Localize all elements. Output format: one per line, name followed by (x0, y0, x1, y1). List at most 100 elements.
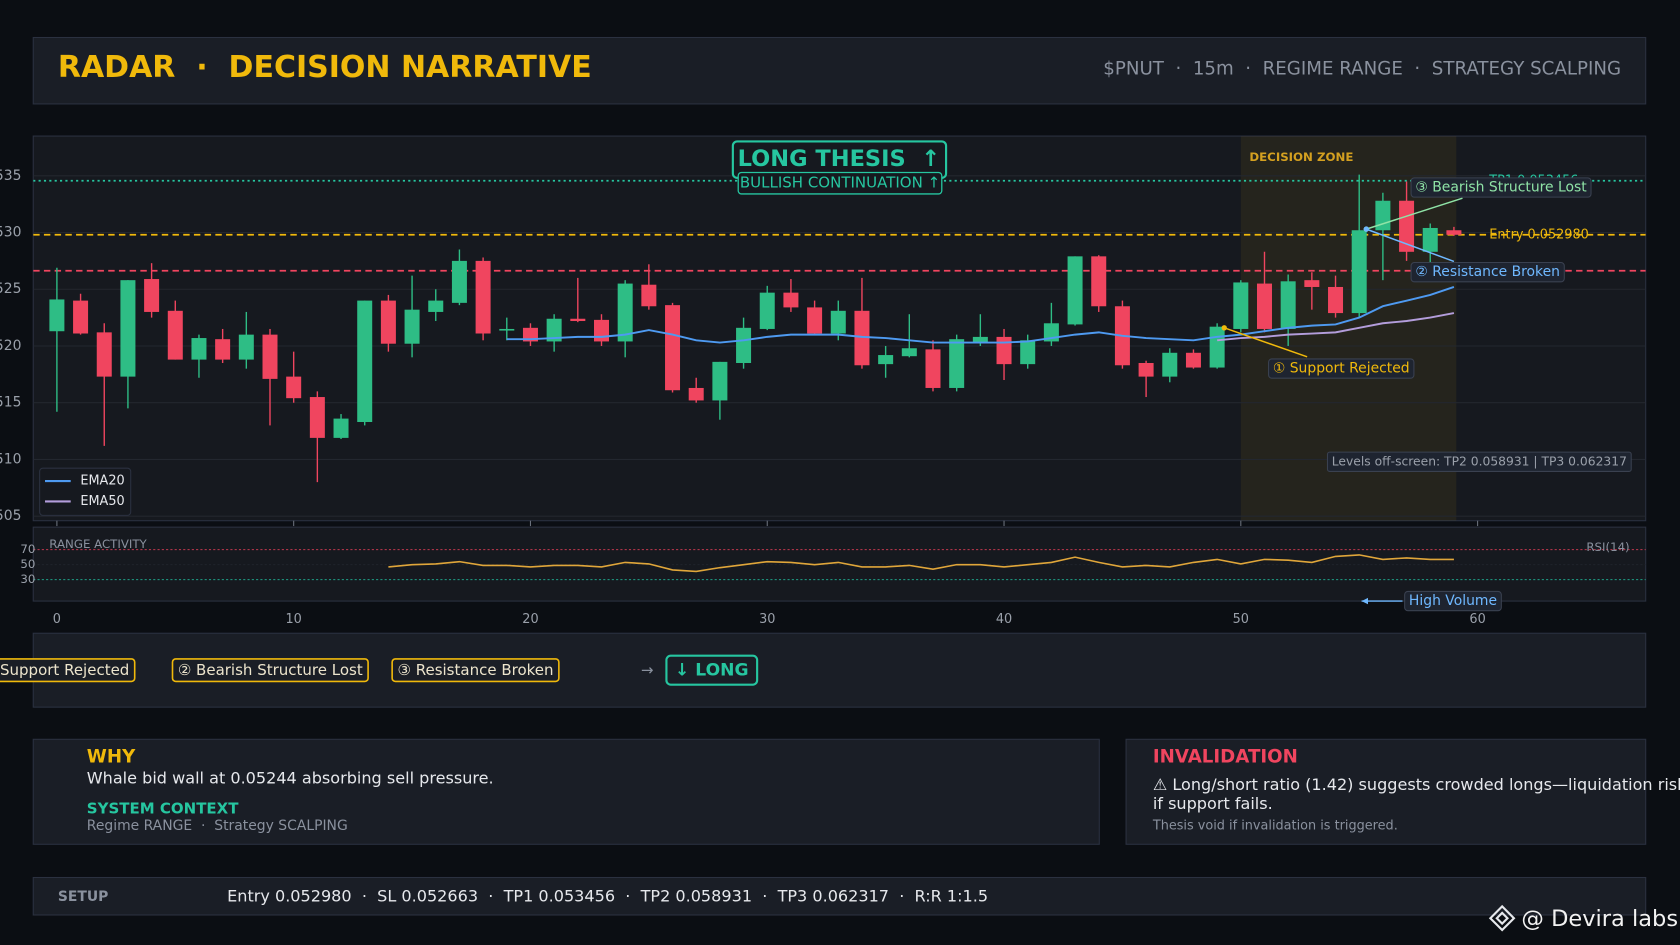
candle-body (475, 260, 491, 334)
annotation-label: ② Resistance Broken (1415, 264, 1560, 280)
rsi-lines (388, 554, 1454, 573)
annotation-box (1410, 177, 1592, 198)
candle-body (949, 339, 965, 388)
annotation-arrow (1366, 197, 1463, 230)
candle-body (120, 280, 136, 377)
candle-body (522, 327, 538, 342)
header-title: RADAR · DECISION NARRATIVE (58, 50, 592, 85)
thesis-subtitle: BULLISH CONTINUATION ↑ (740, 174, 940, 192)
candle-body (807, 307, 823, 334)
candle-body (262, 334, 278, 379)
candle-body (1280, 281, 1296, 329)
candle-body (759, 292, 775, 329)
candle-body (73, 300, 89, 334)
annotation-box (1404, 590, 1502, 612)
candle-body (191, 338, 207, 360)
rsi-label: RSI(14) (1586, 540, 1629, 554)
candle-body (1304, 280, 1320, 287)
chain-result: ↓ LONG (675, 661, 749, 681)
candle-body (972, 336, 988, 343)
annotation-box (1410, 261, 1565, 283)
legend-label: EMA50 (80, 494, 124, 509)
header-meta: $PNUT · 15m · REGIME RANGE · STRATEGY SC… (1103, 59, 1621, 80)
candle-body (1091, 256, 1107, 307)
y-tick-label: 0.0520 (0, 338, 21, 354)
candle-body (1138, 362, 1154, 377)
y-tick-label: 0.0535 (0, 168, 21, 184)
candle-body (499, 328, 515, 331)
candle-body (996, 336, 1012, 365)
candle-body (783, 292, 799, 308)
rsi-tick-label: 70 (20, 542, 35, 556)
y-tick-label: 0.0515 (0, 395, 21, 411)
candle-body (712, 361, 728, 401)
candle-body (1422, 227, 1438, 252)
candle-body (901, 348, 917, 357)
invalidation-title: INVALIDATION (1153, 747, 1298, 768)
candle-body (1209, 326, 1225, 368)
candle-body (854, 310, 870, 366)
candle-body (215, 339, 231, 360)
invalidation-note: Thesis void if invalidation is triggered… (1152, 819, 1398, 834)
candle-body (357, 300, 373, 423)
chain-step: ① Support Rejected (0, 661, 129, 679)
rsi-line (388, 554, 1454, 573)
candle-body (238, 334, 254, 360)
annotation-arrow (1366, 228, 1455, 263)
y-tick-label: 0.0525 (0, 281, 21, 297)
annotation-point (1363, 226, 1369, 232)
setup-title: SETUP (58, 889, 109, 905)
x-tick-label: 0 (53, 612, 61, 627)
chain-step: ② Bearish Structure Lost (178, 661, 363, 679)
candle-body (309, 397, 325, 438)
annotation-label: ③ Bearish Structure Lost (1415, 180, 1587, 196)
why-panel (32, 738, 1100, 845)
annotation-label: ① Support Rejected (1273, 361, 1410, 377)
legend-label: EMA20 (80, 474, 124, 489)
candle-body (1162, 352, 1178, 377)
candle-body (167, 310, 183, 360)
candle-body (1351, 230, 1367, 314)
annotation-label: High Volume (1409, 593, 1497, 609)
candle-body (428, 300, 444, 312)
y-tick-label: 0.0505 (0, 508, 21, 524)
candle-body (404, 309, 420, 344)
candle-body (333, 418, 349, 438)
x-tick-label: 30 (759, 612, 775, 627)
candle-body (1446, 230, 1462, 235)
decision-zone-label: DECISION ZONE (1249, 150, 1353, 164)
level-label: Entry 0.052980 (1489, 227, 1589, 242)
y-tick-label: 0.0530 (0, 225, 21, 241)
candle-body (1256, 283, 1272, 329)
plot-area (33, 136, 1646, 521)
thesis-title: LONG THESIS ↑ (738, 146, 941, 172)
candle-body (1328, 286, 1344, 314)
invalidation-text: if support fails. (1153, 794, 1273, 813)
candle-body (1067, 256, 1083, 325)
annotation-box (1268, 358, 1415, 379)
ema-line (1217, 312, 1455, 342)
chain: ① Support Rejected ② Bearish Structure Lo… (0, 654, 759, 686)
brand: @ Devira labs (1521, 906, 1678, 932)
rsi-title: RANGE ACTIVITY (49, 537, 147, 551)
candle-body (451, 260, 467, 303)
why-title: WHY (87, 747, 136, 768)
annotation-arrow (1223, 327, 1308, 358)
chain-step-box (391, 658, 560, 683)
thesis-sub-box (737, 171, 943, 195)
ema-line (506, 286, 1455, 344)
candle-body (1399, 200, 1415, 252)
chain-arrow: → (641, 661, 654, 679)
candle-body (286, 376, 302, 399)
candle-body (925, 349, 941, 388)
candle-body (641, 284, 657, 307)
x-tick-label: 50 (1233, 612, 1249, 627)
candle-body (1233, 282, 1249, 329)
annotation-point (1221, 325, 1227, 331)
candle-body (1020, 340, 1036, 365)
x-tick-label: 10 (286, 612, 302, 627)
x-tick-label: 40 (996, 612, 1012, 627)
